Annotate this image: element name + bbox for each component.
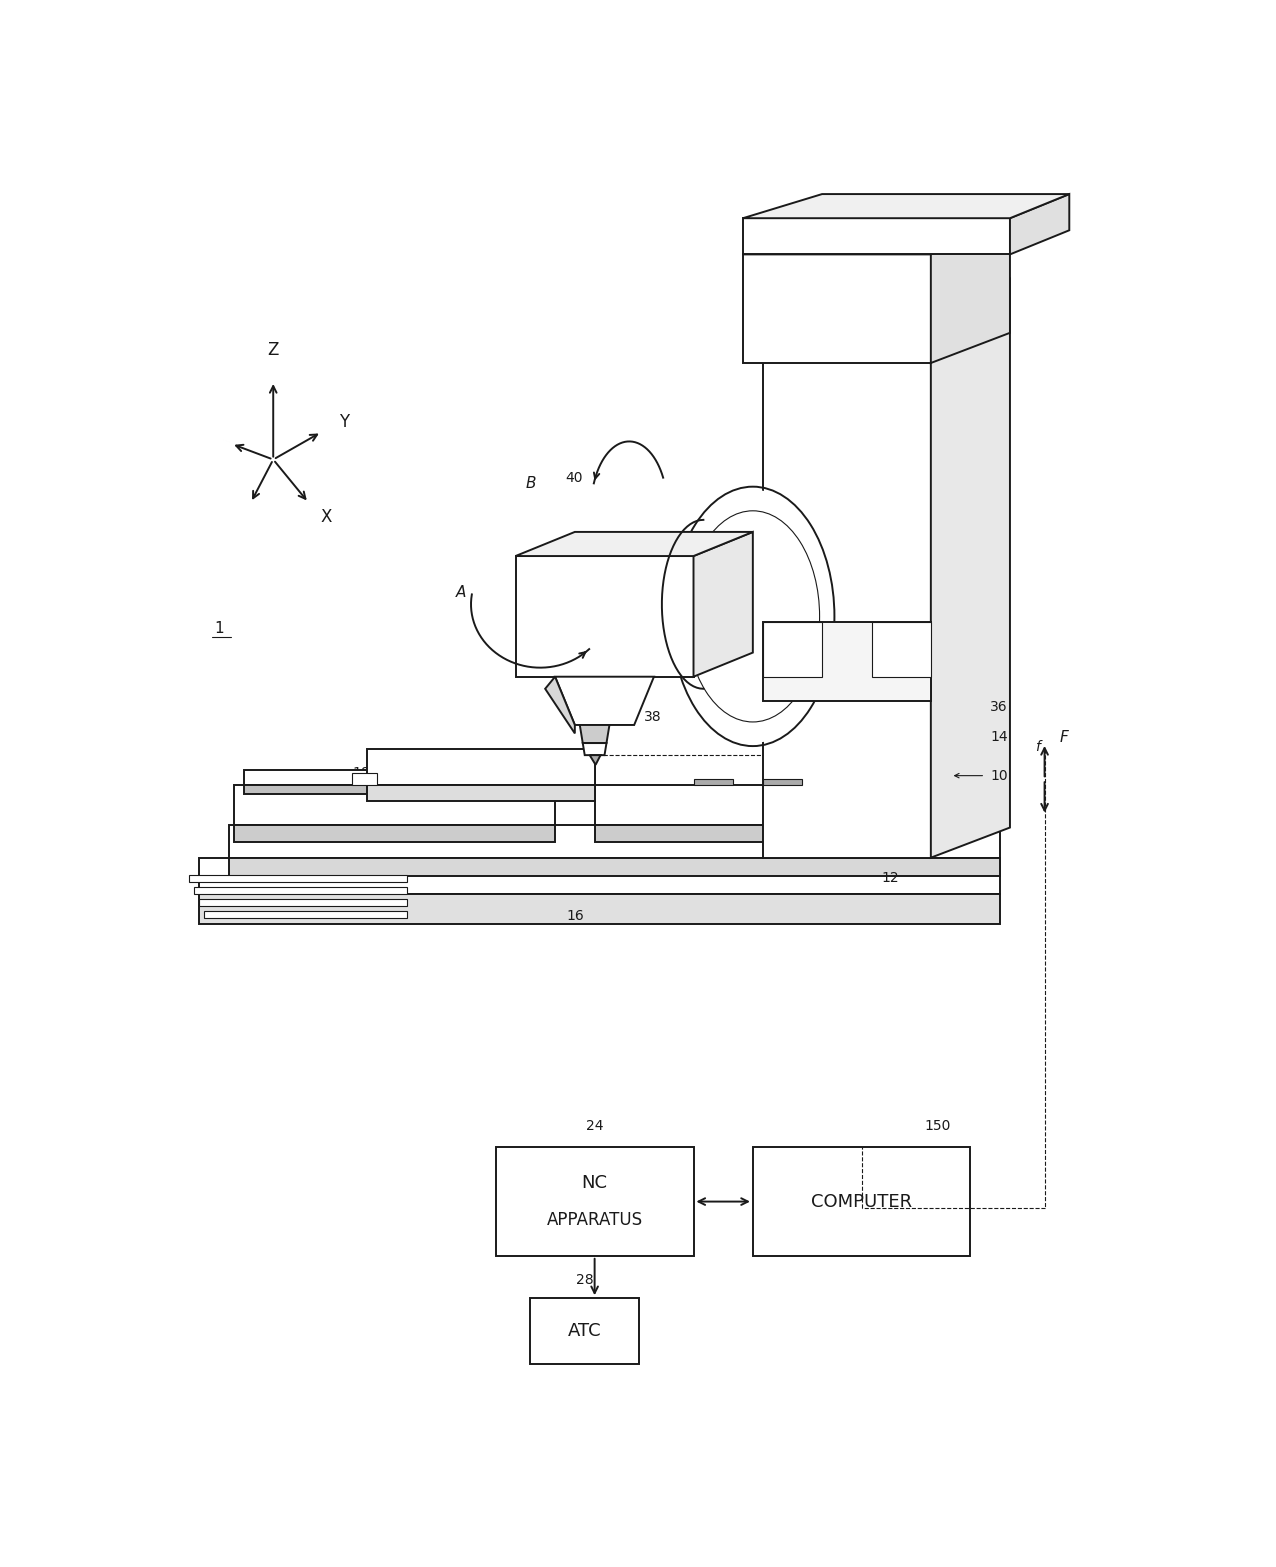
- Polygon shape: [743, 224, 1011, 254]
- Polygon shape: [367, 785, 595, 801]
- Polygon shape: [694, 531, 753, 677]
- Polygon shape: [189, 874, 407, 882]
- Polygon shape: [753, 1147, 970, 1255]
- Text: 2: 2: [373, 779, 380, 793]
- Text: 24: 24: [586, 1119, 604, 1133]
- Text: A: A: [457, 584, 467, 600]
- Polygon shape: [872, 622, 931, 677]
- Polygon shape: [595, 785, 832, 826]
- Text: 150: 150: [924, 1119, 951, 1133]
- Text: 12: 12: [882, 871, 900, 885]
- Text: f: f: [1035, 740, 1040, 754]
- Polygon shape: [516, 556, 694, 677]
- Polygon shape: [244, 769, 378, 785]
- Text: 42: 42: [516, 628, 533, 642]
- Polygon shape: [579, 726, 610, 743]
- Polygon shape: [194, 887, 407, 893]
- Polygon shape: [743, 254, 931, 364]
- Polygon shape: [531, 1297, 639, 1365]
- Text: ATC: ATC: [568, 1323, 601, 1340]
- Text: 116: 116: [516, 647, 542, 661]
- Polygon shape: [545, 677, 574, 733]
- Text: B: B: [526, 476, 536, 490]
- Polygon shape: [352, 773, 378, 785]
- Polygon shape: [199, 899, 407, 906]
- Polygon shape: [763, 622, 931, 700]
- Text: 38: 38: [644, 710, 662, 724]
- Polygon shape: [199, 857, 1000, 893]
- Polygon shape: [1011, 194, 1069, 254]
- Text: 36: 36: [990, 700, 1008, 715]
- Polygon shape: [743, 194, 1069, 218]
- Polygon shape: [516, 531, 753, 556]
- Polygon shape: [199, 893, 1000, 925]
- Polygon shape: [931, 224, 1011, 364]
- Polygon shape: [931, 279, 1011, 857]
- Text: 40: 40: [565, 470, 582, 484]
- Polygon shape: [763, 779, 803, 785]
- Polygon shape: [555, 677, 655, 726]
- Polygon shape: [234, 785, 555, 826]
- Polygon shape: [743, 218, 1011, 254]
- Text: Y: Y: [339, 414, 350, 431]
- Polygon shape: [694, 779, 732, 785]
- Polygon shape: [234, 826, 555, 841]
- Text: X: X: [320, 508, 332, 527]
- Polygon shape: [763, 279, 1011, 309]
- Text: 28: 28: [575, 1272, 593, 1287]
- Text: F: F: [1059, 730, 1068, 744]
- Polygon shape: [367, 749, 595, 785]
- Text: 22: 22: [516, 611, 533, 625]
- Polygon shape: [228, 857, 1000, 876]
- Text: 18: 18: [352, 766, 370, 780]
- Polygon shape: [590, 755, 601, 765]
- Polygon shape: [595, 826, 832, 841]
- Polygon shape: [583, 743, 606, 755]
- Polygon shape: [763, 309, 931, 857]
- Text: 14: 14: [990, 730, 1008, 744]
- Polygon shape: [244, 785, 378, 794]
- Text: 10: 10: [990, 769, 1008, 782]
- Polygon shape: [204, 910, 407, 918]
- Text: 1: 1: [214, 621, 223, 636]
- Polygon shape: [495, 1147, 694, 1255]
- Text: COMPUTER: COMPUTER: [812, 1192, 912, 1211]
- Polygon shape: [763, 622, 822, 677]
- Text: 16: 16: [567, 909, 583, 923]
- Ellipse shape: [674, 489, 832, 743]
- Text: 20: 20: [516, 591, 533, 605]
- Polygon shape: [228, 826, 1000, 857]
- Text: Z: Z: [268, 342, 279, 359]
- Text: NC: NC: [582, 1175, 607, 1192]
- Text: APPARATUS: APPARATUS: [546, 1211, 643, 1229]
